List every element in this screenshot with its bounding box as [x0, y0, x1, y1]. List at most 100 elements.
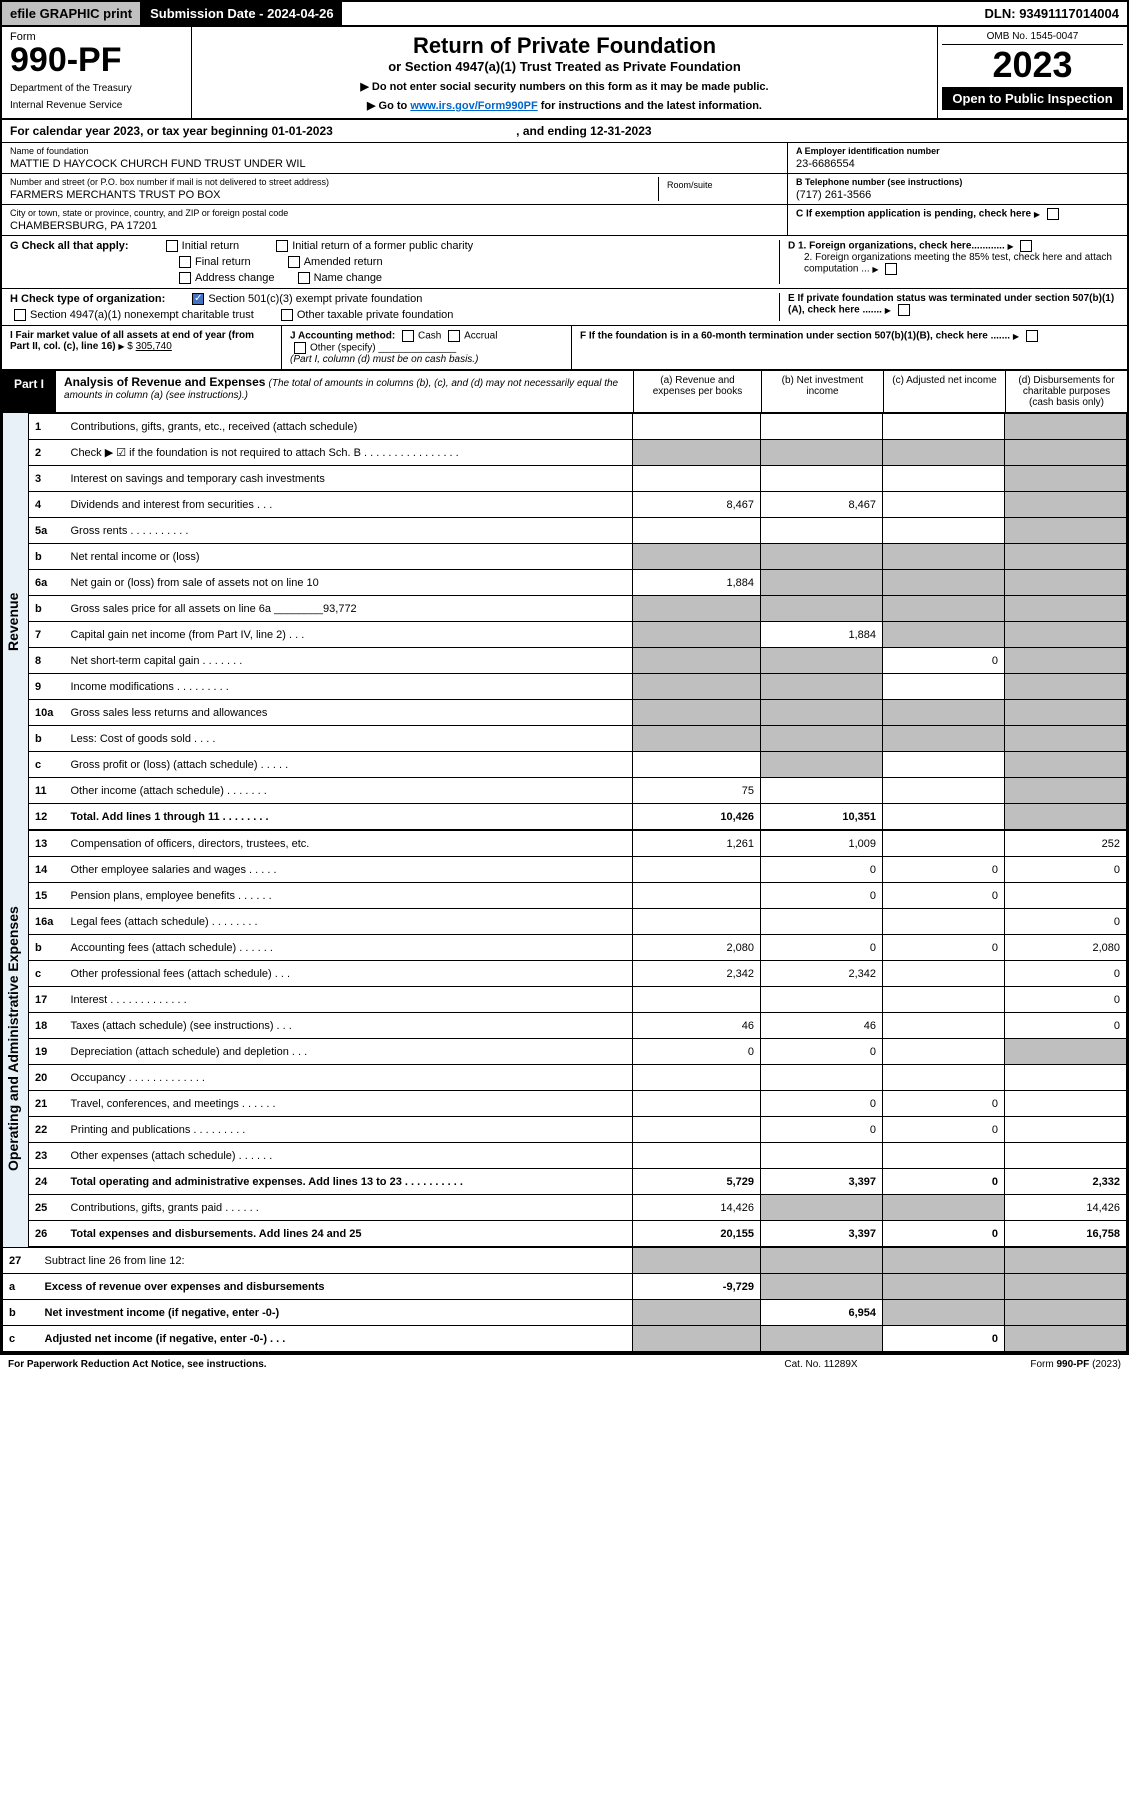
- table-row: 13Compensation of officers, directors, t…: [29, 831, 1127, 857]
- c-checkbox[interactable]: [1047, 208, 1059, 220]
- cell-shaded: [1005, 544, 1127, 570]
- cell-value: [633, 1143, 761, 1169]
- row-desc: Interest . . . . . . . . . . . . .: [65, 987, 633, 1013]
- chk-accrual[interactable]: [448, 330, 460, 342]
- cell-value: [883, 987, 1005, 1013]
- col-a-header: (a) Revenue and expenses per books: [633, 371, 761, 412]
- cell-value: [883, 961, 1005, 987]
- lbl-final: Final return: [195, 256, 251, 268]
- arrow-icon: [118, 341, 124, 352]
- j-label: J Accounting method:: [290, 331, 395, 342]
- cell-shaded: [1005, 414, 1127, 440]
- footer-left: For Paperwork Reduction Act Notice, see …: [8, 1359, 721, 1370]
- table-row: 11Other income (attach schedule) . . . .…: [29, 778, 1127, 804]
- cell-value: 5,729: [633, 1169, 761, 1195]
- row-desc: Net investment income (if negative, ente…: [39, 1300, 633, 1326]
- chk-other-tax[interactable]: [281, 309, 293, 321]
- cell-value: 2,080: [633, 935, 761, 961]
- row-desc: Occupancy . . . . . . . . . . . . .: [65, 1065, 633, 1091]
- table-row: 9Income modifications . . . . . . . . .: [29, 674, 1127, 700]
- chk-name[interactable]: [298, 272, 310, 284]
- cell-value: 1,261: [633, 831, 761, 857]
- cell-value: [883, 492, 1005, 518]
- ein-cell: A Employer identification number 23-6686…: [788, 143, 1127, 174]
- row-desc: Subtract line 26 from line 12:: [39, 1248, 633, 1274]
- expenses-table: 13Compensation of officers, directors, t…: [28, 830, 1127, 1247]
- cell-value: [633, 1117, 761, 1143]
- cell-shaded: [1005, 466, 1127, 492]
- efile-badge: efile GRAPHIC print: [2, 2, 142, 25]
- row-number: 16a: [29, 909, 65, 935]
- arrow-icon: [872, 264, 878, 275]
- row-number: 8: [29, 648, 65, 674]
- cell-value: 3,397: [761, 1169, 883, 1195]
- cell-shaded: [633, 1326, 761, 1352]
- chk-d1[interactable]: [1020, 240, 1032, 252]
- row-number: 19: [29, 1039, 65, 1065]
- cell-value: [633, 752, 761, 778]
- chk-4947[interactable]: [14, 309, 26, 321]
- chk-f[interactable]: [1026, 330, 1038, 342]
- cell-shaded: [1005, 492, 1127, 518]
- chk-501c3[interactable]: [192, 293, 204, 305]
- chk-cash[interactable]: [402, 330, 414, 342]
- cell-value: 1,884: [633, 570, 761, 596]
- cell-shaded: [1005, 726, 1127, 752]
- cell-value: [633, 909, 761, 935]
- cell-value: 20,155: [633, 1221, 761, 1247]
- chk-e[interactable]: [898, 304, 910, 316]
- addr-label: Number and street (or P.O. box number if…: [10, 177, 658, 187]
- lbl-name: Name change: [314, 272, 383, 284]
- row-number: 11: [29, 778, 65, 804]
- table-row: 20Occupancy . . . . . . . . . . . . .: [29, 1065, 1127, 1091]
- row-number: b: [29, 596, 65, 622]
- table-row: 22Printing and publications . . . . . . …: [29, 1117, 1127, 1143]
- phone-value: (717) 261-3566: [796, 189, 1119, 201]
- cell-shaded: [1005, 648, 1127, 674]
- arrow-icon: [1034, 209, 1040, 220]
- cell-value: 1,884: [761, 622, 883, 648]
- row-number: 1: [29, 414, 65, 440]
- chk-address[interactable]: [179, 272, 191, 284]
- open-public-badge: Open to Public Inspection: [942, 87, 1123, 110]
- foundation-info: Name of foundation MATTIE D HAYCOCK CHUR…: [2, 143, 1127, 236]
- row-number: 13: [29, 831, 65, 857]
- row-number: 26: [29, 1221, 65, 1247]
- cell-value: [633, 857, 761, 883]
- chk-initial-former[interactable]: [276, 240, 288, 252]
- revenue-section: Revenue 1Contributions, gifts, grants, e…: [2, 413, 1127, 830]
- cell-value: [761, 466, 883, 492]
- ein-value: 23-6686554: [796, 158, 1119, 170]
- cell-value: [1005, 1091, 1127, 1117]
- cell-shaded: [1005, 1039, 1127, 1065]
- cell-value: [1005, 1117, 1127, 1143]
- header-left: Form 990-PF Department of the Treasury I…: [2, 27, 192, 118]
- footer-form-num: 990-PF: [1057, 1359, 1090, 1370]
- chk-amended[interactable]: [288, 256, 300, 268]
- chk-other-acct[interactable]: [294, 342, 306, 354]
- row-desc: Other professional fees (attach schedule…: [65, 961, 633, 987]
- col-d-header: (d) Disbursements for charitable purpose…: [1005, 371, 1127, 412]
- irs-link[interactable]: www.irs.gov/Form990PF: [410, 100, 537, 112]
- cell-value: [883, 466, 1005, 492]
- table-row: 14Other employee salaries and wages . . …: [29, 857, 1127, 883]
- form-title: Return of Private Foundation: [202, 33, 927, 59]
- row-number: 25: [29, 1195, 65, 1221]
- lbl-address: Address change: [195, 272, 275, 284]
- header-middle: Return of Private Foundation or Section …: [192, 27, 937, 118]
- accounting-cell: J Accounting method: Cash Accrual Other …: [282, 326, 572, 369]
- cell-shaded: [761, 1195, 883, 1221]
- chk-d2[interactable]: [885, 263, 897, 275]
- chk-initial[interactable]: [166, 240, 178, 252]
- foundation-city: CHAMBERSBURG, PA 17201: [10, 220, 779, 232]
- row-desc: Other income (attach schedule) . . . . .…: [65, 778, 633, 804]
- row-desc: Adjusted net income (if negative, enter …: [39, 1326, 633, 1352]
- row-number: 15: [29, 883, 65, 909]
- col-b-header: (b) Net investment income: [761, 371, 883, 412]
- chk-final[interactable]: [179, 256, 191, 268]
- cell-value: [633, 987, 761, 1013]
- cell-value: [761, 414, 883, 440]
- cell-shaded: [633, 700, 761, 726]
- row-desc: Dividends and interest from securities .…: [65, 492, 633, 518]
- lbl-initial: Initial return: [182, 240, 239, 252]
